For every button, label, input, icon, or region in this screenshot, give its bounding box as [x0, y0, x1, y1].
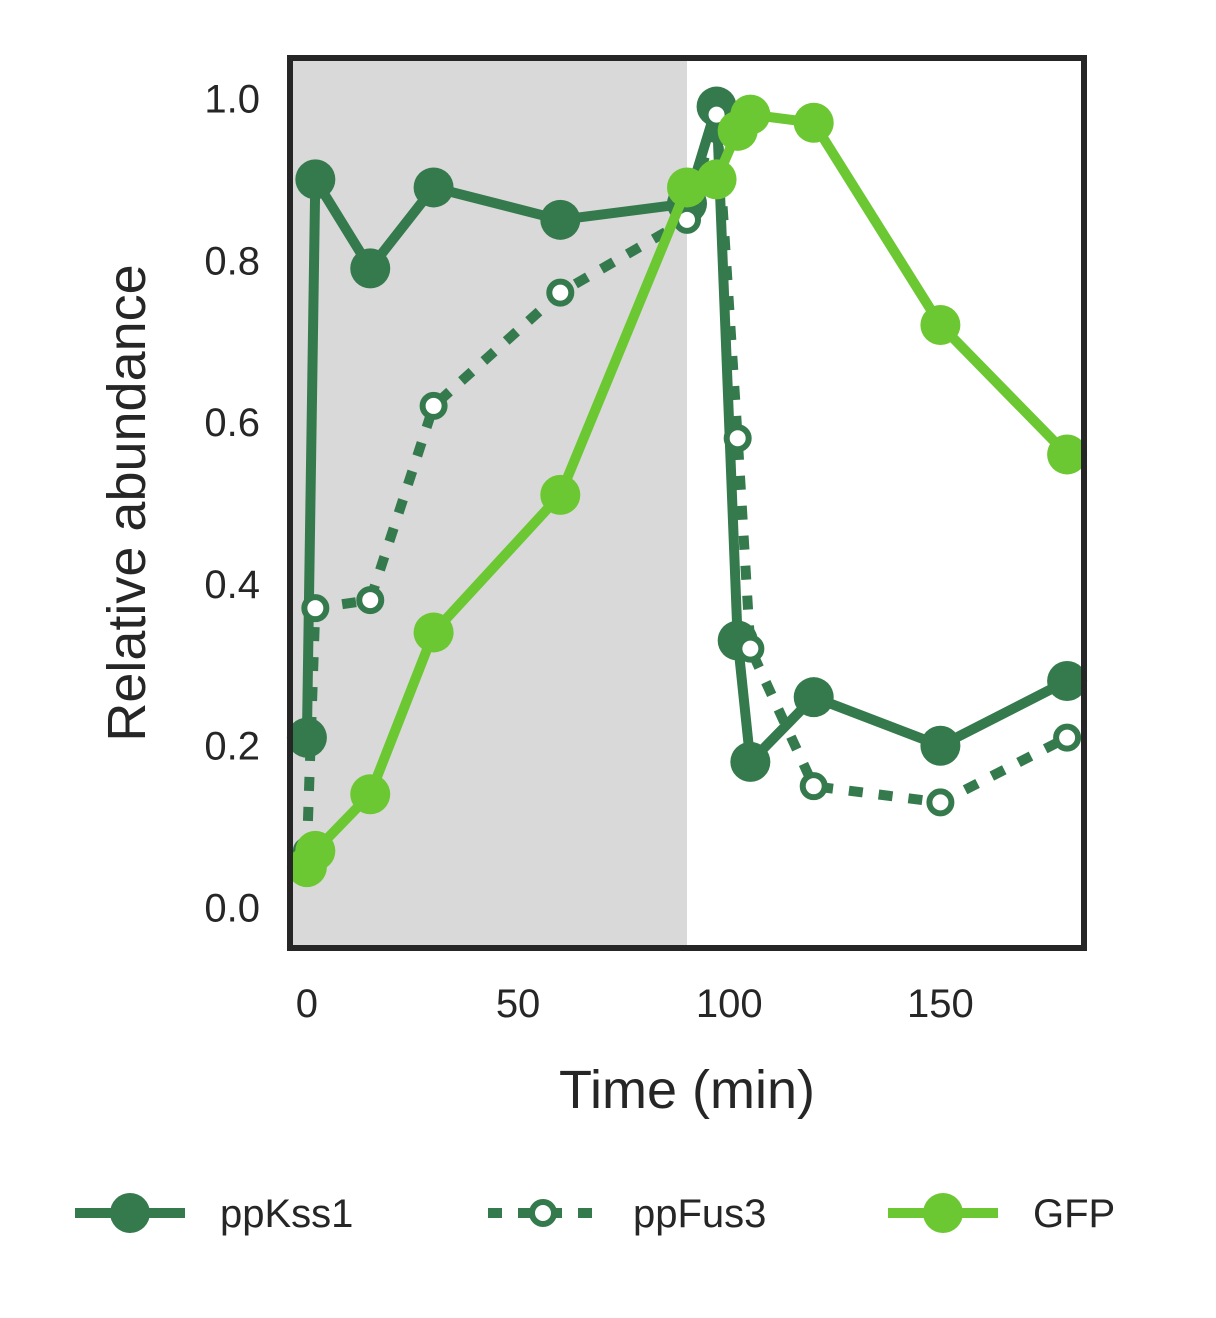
data-point [356, 586, 385, 615]
data-point [1047, 661, 1088, 701]
data-point [730, 741, 771, 782]
y-tick-label: 0.2 [204, 725, 260, 769]
y-tick-label: 0.8 [204, 239, 260, 283]
legend-marker [923, 1193, 963, 1233]
data-point [295, 830, 336, 871]
series-gfp [286, 94, 1088, 888]
data-point [696, 159, 737, 200]
y-tick-label: 1.0 [204, 77, 260, 121]
x-tick-label: 100 [696, 982, 763, 1026]
data-point [286, 717, 327, 758]
legend-marker [110, 1193, 150, 1233]
data-point [799, 772, 828, 801]
data-point [295, 159, 336, 200]
y-tick-label: 0.0 [204, 887, 260, 931]
legend-marker [529, 1199, 557, 1227]
data-point [540, 474, 581, 515]
data-point [793, 677, 834, 718]
data-point [793, 102, 834, 143]
data-point [920, 725, 961, 766]
x-tick-label: 150 [907, 982, 974, 1026]
series-ppkss1 [286, 86, 1088, 782]
data-point [1053, 723, 1082, 752]
data-point [926, 788, 955, 817]
legend-item-gfp: GFP [888, 1192, 1115, 1236]
data-point [350, 248, 391, 289]
data-point [736, 634, 765, 663]
legend: ppKss1 ppFus3 GFP [75, 1192, 1115, 1236]
y-tick-labels: 0.0 0.2 0.4 0.6 0.8 1.0 [204, 77, 260, 930]
x-axis-label: Time (min) [559, 1060, 815, 1120]
legend-label: GFP [1033, 1192, 1115, 1236]
data-point [419, 391, 448, 420]
data-point [1047, 434, 1088, 475]
legend-item-ppkss1: ppKss1 [75, 1192, 353, 1236]
data-point [350, 774, 391, 815]
data-point [301, 594, 330, 623]
x-tick-label: 0 [296, 982, 318, 1026]
x-tick-labels: 0 50 100 150 [296, 982, 974, 1026]
data-point [413, 612, 454, 653]
data-point [920, 305, 961, 345]
legend-item-ppfus3: ppFus3 [488, 1192, 766, 1236]
data-point [540, 199, 581, 240]
y-axis-label: Relative abundance [97, 264, 157, 741]
data-point [546, 278, 575, 307]
x-tick-label: 50 [496, 982, 541, 1026]
data-point [730, 94, 771, 135]
data-point [413, 167, 454, 208]
data-point [723, 424, 752, 453]
legend-label: ppKss1 [220, 1192, 353, 1236]
y-tick-label: 0.4 [204, 563, 260, 607]
series-layer [286, 86, 1088, 888]
y-tick-label: 0.6 [204, 401, 260, 445]
legend-label: ppFus3 [633, 1192, 766, 1236]
plot-frame [287, 55, 1087, 951]
